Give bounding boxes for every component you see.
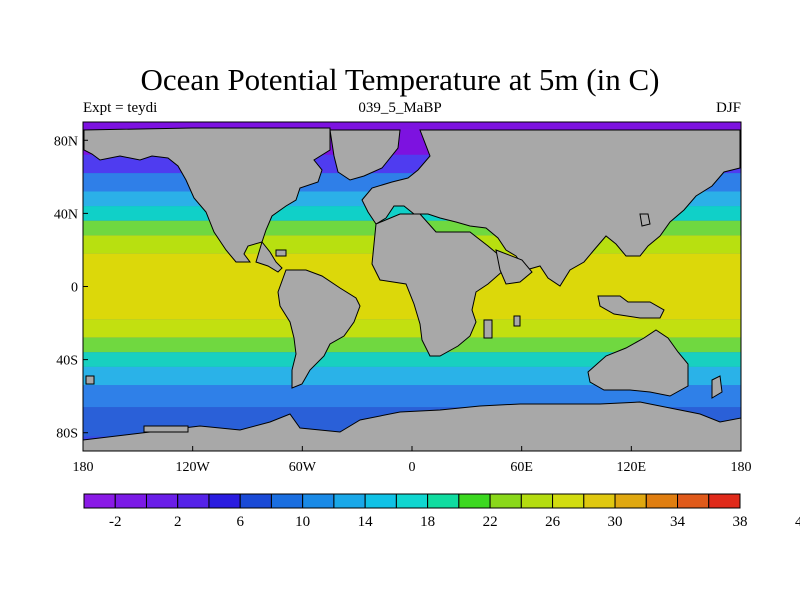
land-central-america: [255, 240, 283, 273]
lon-tick-label: 180: [73, 460, 94, 475]
colorbar-box: [552, 493, 585, 509]
colorbar-label: 10: [295, 514, 310, 530]
temperature-band-11: [83, 366, 741, 386]
lon-tick-label: 60E: [510, 460, 533, 475]
colorbar-box: [114, 493, 147, 509]
colorbar-box: [708, 493, 741, 509]
lat-tick-label: 0: [71, 281, 78, 296]
land-small-island-2: [85, 375, 95, 385]
colorbar-labels: -226101418222630343842: [109, 514, 800, 530]
colorbar-label: -2: [109, 514, 122, 530]
colorbar-label: 34: [670, 514, 686, 530]
lon-tick-label: 120W: [176, 460, 211, 475]
colorbar-box: [208, 493, 241, 509]
colorbar-boxes: [83, 493, 741, 509]
lon-tick-label: 180: [731, 460, 752, 475]
land-madagascar: [483, 319, 493, 339]
land-indonesia: [597, 295, 665, 319]
colorbar-box: [458, 493, 491, 509]
colorbar-box: [489, 493, 522, 509]
colorbar-box: [239, 493, 272, 509]
season-label: DJF: [715, 100, 741, 116]
lat-tick-label: 80S: [56, 427, 78, 442]
land-japan: [639, 213, 651, 227]
lon-tick-label: 120E: [617, 460, 647, 475]
colorbar-label: 2: [174, 514, 182, 530]
time-label: 039_5_MaBP: [358, 100, 442, 116]
land-australia: [587, 329, 689, 397]
colorbar-label: 26: [545, 514, 561, 530]
colorbar-label: 30: [608, 514, 623, 530]
lat-tick-label: 80N: [54, 134, 78, 149]
land-antarctica: [83, 401, 741, 451]
land-masses: [83, 127, 741, 451]
lon-tick-label: 0: [409, 460, 416, 475]
colorbar-label: 22: [483, 514, 498, 530]
colorbar-label: 38: [733, 514, 748, 530]
colorbar-box: [364, 493, 397, 509]
colorbar-label: 6: [236, 514, 244, 530]
colorbar-box: [677, 493, 710, 509]
latitude-axis: 80N 40N 0 40S 80S: [54, 134, 88, 442]
colorbar-box: [614, 493, 647, 509]
experiment-label: Expt = teydi: [83, 100, 158, 116]
colorbar-box: [427, 493, 460, 509]
land-small-island-3: [513, 315, 521, 327]
temperature-band-10: [83, 352, 741, 367]
land-arabia: [495, 249, 533, 285]
colorbar-box: [302, 493, 335, 509]
lon-tick-label: 60W: [289, 460, 317, 475]
colorbar-label: 18: [420, 514, 435, 530]
colorbar-box: [520, 493, 554, 509]
land-north-america: [83, 127, 331, 263]
chart-title: Ocean Potential Temperature at 5m (in C): [140, 62, 660, 97]
land-new-zealand: [711, 375, 723, 399]
colorbar-box: [583, 493, 616, 509]
colorbar-box: [83, 493, 116, 509]
temperature-band-9: [83, 337, 741, 353]
colorbar-box: [395, 493, 429, 509]
colorbar-label: 14: [358, 514, 374, 530]
colorbar-box: [177, 493, 210, 509]
land-cuba: [275, 249, 287, 257]
colorbar-label: 42: [795, 514, 800, 530]
longitude-axis: 180 120W 60W 0 60E 120E 180: [73, 446, 752, 475]
temperature-band-12: [83, 385, 741, 408]
colorbar-box: [145, 493, 179, 509]
land-africa: [371, 213, 505, 357]
temperature-band-8: [83, 319, 741, 338]
colorbar-box: [333, 493, 366, 509]
lat-tick-label: 40N: [54, 207, 78, 222]
land-greenland: [329, 129, 401, 181]
land-south-america: [277, 269, 361, 389]
lat-tick-label: 40S: [56, 354, 78, 369]
colorbar-box: [645, 493, 679, 509]
land-small-island-1: [143, 425, 189, 433]
colorbar-box: [270, 493, 304, 509]
